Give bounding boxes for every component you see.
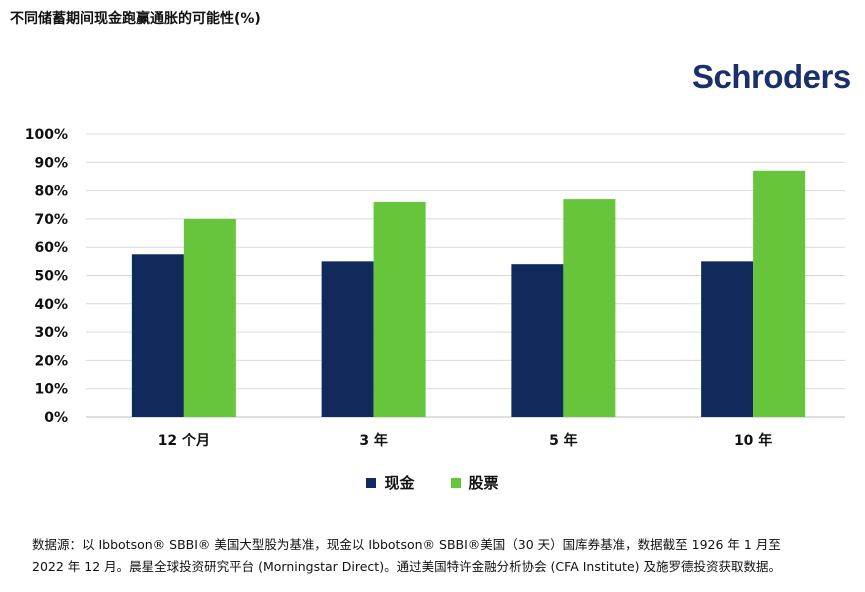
bar-stocks — [563, 199, 616, 417]
bar-cash — [321, 261, 374, 417]
source-line-2: 2022 年 12 月。晨星全球投资研究平台 (Morningstar Dire… — [32, 559, 781, 574]
x-tick-label: 10 年 — [734, 432, 772, 449]
x-tick-label: 5 年 — [549, 432, 578, 449]
bar-chart: 0% 10% 20% 30% 40% 50% 60% 70% 80% 90% 100% 12 个月 3 … — [25, 127, 845, 449]
x-tick-label: 3 年 — [359, 432, 388, 449]
legend-swatch-stocks — [450, 477, 461, 488]
legend-label-cash: 现金 — [384, 474, 415, 492]
y-tick-label: 80% — [34, 184, 68, 200]
legend-swatch-cash — [366, 477, 377, 488]
y-tick-label: 0% — [44, 410, 68, 426]
bar-stocks — [373, 201, 426, 417]
source-note: 数据源：以 Ibbotson® SBBI® 美国大型股为基准，现金以 Ibbot… — [32, 534, 832, 578]
y-tick-label: 100% — [25, 127, 68, 143]
y-tick-label: 10% — [34, 382, 68, 398]
legend-item-stocks: 股票 — [450, 472, 499, 493]
legend-item-cash: 现金 — [366, 472, 415, 493]
bar-stocks — [183, 218, 236, 417]
y-tick-label: 70% — [34, 212, 68, 228]
bar-stocks — [753, 170, 806, 417]
y-tick-label: 60% — [34, 240, 68, 256]
y-tick-label: 90% — [34, 155, 68, 171]
legend-label-stocks: 股票 — [468, 474, 499, 492]
source-line-1: 数据源：以 Ibbotson® SBBI® 美国大型股为基准，现金以 Ibbot… — [32, 537, 781, 552]
bar-cash — [701, 261, 754, 417]
x-tick-label: 12 个月 — [158, 432, 210, 449]
bar-cash — [131, 254, 184, 417]
y-tick-label: 50% — [34, 269, 68, 285]
y-tick-label: 20% — [34, 353, 68, 369]
bar-cash — [511, 264, 564, 417]
y-tick-label: 30% — [34, 325, 68, 341]
y-tick-label: 40% — [34, 297, 68, 313]
chart-legend: 现金 股票 — [0, 472, 865, 493]
chart-title: 不同储蓄期间现金跑赢通胀的可能性(%) — [10, 11, 261, 27]
schroders-logo: Schroders — [692, 58, 851, 95]
